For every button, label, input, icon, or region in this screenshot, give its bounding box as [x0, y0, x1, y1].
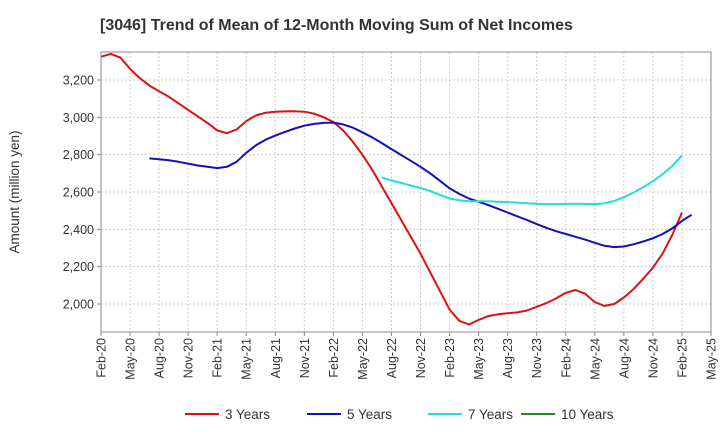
x-tick-label: May-20	[124, 338, 138, 380]
x-tick-label: May-21	[240, 338, 254, 380]
x-tick-label: Aug-20	[153, 338, 167, 378]
y-tick-label: 2,000	[63, 298, 94, 312]
legend-label: 3 Years	[225, 407, 270, 422]
series-line-3-years	[100, 52, 683, 326]
x-tick-label: Feb-24	[559, 338, 573, 378]
x-tick-label: Aug-22	[385, 338, 399, 378]
y-axis-label: Amount (million yen)	[7, 130, 22, 253]
legend-item-10-years: 10 Years	[521, 407, 614, 422]
x-tick-label: May-22	[356, 338, 370, 380]
series-lines	[100, 52, 693, 326]
y-tick-label: 2,800	[63, 148, 94, 162]
chart-title: [3046] Trend of Mean of 12-Month Moving …	[100, 17, 573, 34]
x-tick-label: Nov-21	[298, 338, 312, 378]
x-tick-label: Aug-24	[617, 338, 631, 378]
x-tick-label: Aug-21	[269, 338, 283, 378]
x-tick-label: Feb-22	[327, 338, 341, 378]
y-tick-label: 2,200	[63, 260, 94, 274]
legend-item-7-years: 7 Years	[428, 407, 513, 422]
x-tick-label: Nov-24	[646, 338, 660, 378]
x-tick-label: Nov-22	[414, 338, 428, 378]
gridlines	[101, 52, 711, 332]
y-tick-label: 3,200	[63, 74, 94, 88]
x-tick-label: Nov-20	[182, 338, 196, 378]
y-tick-label: 2,400	[63, 223, 94, 237]
legend-item-5-years: 5 Years	[307, 407, 392, 422]
legend-label: 10 Years	[561, 407, 614, 422]
y-tick-label: 3,000	[63, 111, 94, 125]
legend: 3 Years 5 Years 7 Years 10 Years	[185, 407, 614, 422]
legend-item-3-years: 3 Years	[185, 407, 270, 422]
x-tick-label: May-25	[705, 338, 719, 380]
legend-label: 5 Years	[347, 407, 392, 422]
x-tick-label: Feb-20	[95, 338, 109, 378]
series-line-7-years	[381, 154, 683, 206]
x-tick-label: Nov-23	[530, 338, 544, 378]
x-tick-label: May-24	[588, 338, 602, 380]
y-tick-label: 2,600	[63, 186, 94, 200]
x-tick-label: Feb-23	[443, 338, 457, 378]
x-axis-ticks: Feb-20 May-20 Aug-20 Nov-20 Feb-21 May-21 Aug-…	[95, 332, 719, 380]
series-line-5-years	[149, 121, 693, 249]
x-tick-label: May-23	[472, 338, 486, 380]
x-tick-label: Feb-25	[675, 338, 689, 378]
x-tick-label: Aug-23	[501, 338, 515, 378]
y-axis-ticks: 2,000 2,200 2,400 2,600 2,800 3,000 3,200	[63, 74, 101, 312]
plot-frame	[100, 51, 712, 333]
x-tick-label: Feb-21	[211, 338, 225, 378]
legend-label: 7 Years	[468, 407, 513, 422]
